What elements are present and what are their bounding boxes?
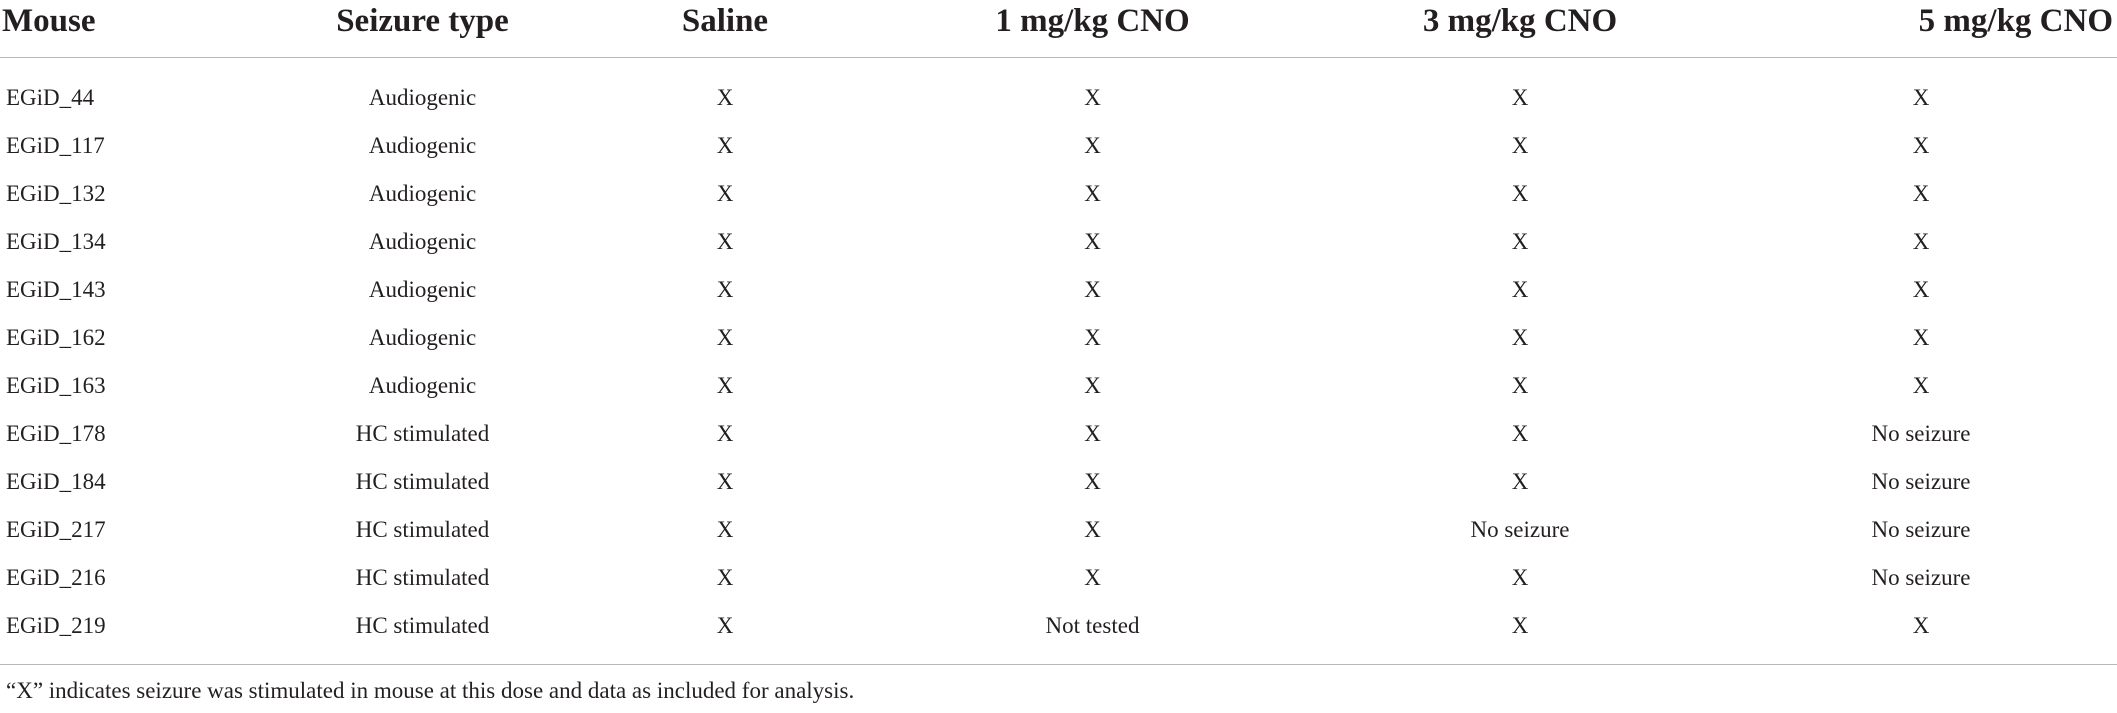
cell-5mg-cno: X (1912, 181, 1930, 206)
header-5mg-cno: 5 mg/kg CNO (1725, 0, 2117, 58)
table-row: EGiD_219 HC stimulated X Not tested X X (0, 602, 2117, 665)
cell-1mg-cno: X (1084, 277, 1101, 302)
cell-1mg-cno: X (1084, 85, 1101, 110)
cell-3mg-cno: X (1511, 421, 1529, 446)
cell-saline: X (716, 421, 734, 446)
header-seizure-type: Seizure type (265, 0, 580, 58)
cell-3mg-cno: X (1511, 229, 1529, 254)
cell-5mg-cno: X (1912, 133, 1930, 158)
cell-seizure-type: Audiogenic (368, 85, 477, 110)
cell-5mg-cno: X (1912, 85, 1930, 110)
cell-saline: X (716, 517, 734, 542)
cell-3mg-cno: No seizure (1470, 517, 1570, 542)
cell-saline: X (716, 85, 734, 110)
cell-mouse: EGiD_132 (6, 181, 106, 206)
cell-3mg-cno: X (1511, 373, 1529, 398)
cell-1mg-cno: X (1084, 517, 1101, 542)
cell-1mg-cno: X (1084, 373, 1101, 398)
table-row: EGiD_132 Audiogenic X X X X (0, 170, 2117, 218)
table-footnote: “X” indicates seizure was stimulated in … (6, 678, 855, 703)
cell-1mg-cno: X (1084, 565, 1101, 590)
cell-saline: X (716, 373, 734, 398)
cell-saline: X (716, 277, 734, 302)
cell-seizure-type: Audiogenic (368, 229, 477, 254)
cell-5mg-cno: X (1912, 229, 1930, 254)
cell-mouse: EGiD_217 (6, 517, 106, 542)
cell-seizure-type: Audiogenic (368, 277, 477, 302)
cell-5mg-cno: X (1725, 602, 2117, 665)
cell-saline: X (716, 181, 734, 206)
cell-1mg-cno: X (1084, 133, 1101, 158)
cell-mouse: EGiD_184 (6, 469, 106, 494)
cell-mouse: EGiD_178 (6, 421, 106, 446)
table-header: Mouse Seizure type Saline 1 mg/kg CNO 3 … (0, 0, 2117, 58)
cell-3mg-cno: X (1511, 181, 1529, 206)
cell-saline: X (716, 325, 734, 350)
cell-seizure-type: HC stimulated (355, 421, 490, 446)
cell-5mg-cno: No seizure (1871, 565, 1971, 590)
cell-saline: X (716, 229, 734, 254)
cell-saline: X (716, 133, 734, 158)
header-saline: Saline (580, 0, 870, 58)
cell-3mg-cno: X (1511, 469, 1529, 494)
cell-mouse: EGiD_163 (6, 373, 106, 398)
cell-mouse: EGiD_134 (6, 229, 106, 254)
cell-1mg-cno: X (1084, 325, 1101, 350)
header-row: Mouse Seizure type Saline 1 mg/kg CNO 3 … (0, 0, 2117, 58)
cell-saline: X (580, 602, 870, 665)
cell-1mg-cno: X (1084, 469, 1101, 494)
table-row: EGiD_143 Audiogenic X X X X (0, 266, 2117, 314)
cell-seizure-type: Audiogenic (368, 325, 477, 350)
seizure-dose-table: Mouse Seizure type Saline 1 mg/kg CNO 3 … (0, 0, 2117, 665)
cell-mouse: EGiD_162 (6, 325, 106, 350)
cell-mouse: EGiD_143 (6, 277, 106, 302)
cell-1mg-cno: Not tested (870, 602, 1315, 665)
cell-5mg-cno: No seizure (1871, 421, 1971, 446)
cell-3mg-cno: X (1511, 325, 1529, 350)
header-mouse: Mouse (0, 0, 265, 58)
cell-seizure-type: Audiogenic (368, 133, 477, 158)
table-body: EGiD_44 Audiogenic X X X X EGiD_117 Audiogenic X… (0, 58, 2117, 665)
cell-saline: X (716, 565, 734, 590)
cell-5mg-cno: X (1912, 373, 1930, 398)
data-table-container: Mouse Seizure type Saline 1 mg/kg CNO 3 … (0, 0, 2117, 665)
table-row: EGiD_117 Audiogenic X X X X (0, 122, 2117, 170)
cell-1mg-cno: X (1084, 181, 1101, 206)
table-row: EGiD_44 Audiogenic X X X X (0, 58, 2117, 123)
header-1mg-cno: 1 mg/kg CNO (870, 0, 1315, 58)
cell-seizure-type: HC stimulated (355, 517, 490, 542)
table-row: EGiD_217 HC stimulated X X No seizure No seiz… (0, 506, 2117, 554)
table-row: EGiD_162 Audiogenic X X X X (0, 314, 2117, 362)
header-3mg-cno: 3 mg/kg CNO (1315, 0, 1725, 58)
cell-seizure-type: HC stimulated (355, 565, 490, 590)
cell-1mg-cno: X (1084, 421, 1101, 446)
cell-5mg-cno: X (1912, 277, 1930, 302)
cell-mouse: EGiD_117 (6, 133, 105, 158)
cell-seizure-type: Audiogenic (368, 373, 477, 398)
table-row: EGiD_163 Audiogenic X X X X (0, 362, 2117, 410)
cell-mouse: EGiD_44 (6, 85, 95, 110)
cell-seizure-type: HC stimulated (355, 469, 490, 494)
cell-5mg-cno: No seizure (1871, 469, 1971, 494)
cell-3mg-cno: X (1511, 565, 1529, 590)
table-row: EGiD_184 HC stimulated X X X No seizure (0, 458, 2117, 506)
cell-mouse: EGiD_216 (6, 565, 106, 590)
cell-seizure-type: HC stimulated (265, 602, 580, 665)
cell-3mg-cno: X (1511, 133, 1529, 158)
table-row: EGiD_216 HC stimulated X X X No seizure (0, 554, 2117, 602)
cell-saline: X (716, 469, 734, 494)
cell-mouse: EGiD_219 (0, 602, 265, 665)
cell-3mg-cno: X (1511, 277, 1529, 302)
cell-5mg-cno: No seizure (1871, 517, 1971, 542)
cell-5mg-cno: X (1912, 325, 1930, 350)
table-row: EGiD_134 Audiogenic X X X X (0, 218, 2117, 266)
cell-3mg-cno: X (1315, 602, 1725, 665)
cell-1mg-cno: X (1084, 229, 1101, 254)
table-row: EGiD_178 HC stimulated X X X No seizure (0, 410, 2117, 458)
cell-seizure-type: Audiogenic (368, 181, 477, 206)
cell-3mg-cno: X (1511, 85, 1529, 110)
